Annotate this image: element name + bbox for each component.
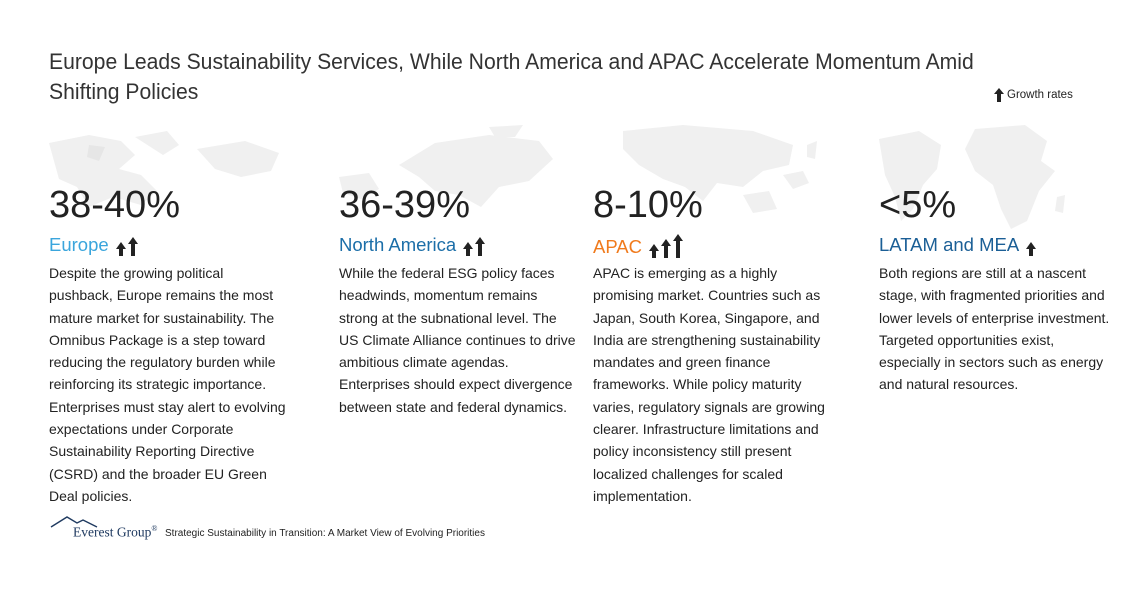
region-percent: 38-40% bbox=[49, 184, 180, 226]
everest-group-logo: Everest Group® bbox=[49, 514, 159, 540]
up-arrow-icon bbox=[463, 242, 474, 256]
up-arrow-icon bbox=[673, 234, 684, 258]
region-name: APAC bbox=[593, 236, 643, 257]
europe-map-icon bbox=[49, 131, 279, 207]
region-column-latam-mea: <5% LATAM and MEA Both regions are still… bbox=[879, 125, 1119, 505]
brand-name: Everest Group bbox=[73, 524, 152, 540]
region-header: North America bbox=[339, 234, 486, 256]
region-description: Despite the growing political pushback, … bbox=[49, 265, 286, 504]
region-description: While the federal ESG policy faces headw… bbox=[339, 265, 576, 415]
region-header: Europe bbox=[49, 234, 138, 256]
up-arrow-icon bbox=[661, 239, 672, 258]
registered-mark: ® bbox=[151, 524, 158, 533]
growth-arrows-icon bbox=[649, 234, 684, 258]
region-header: APAC bbox=[593, 234, 684, 258]
source-citation: Strategic Sustainability in Transition: … bbox=[165, 528, 485, 539]
growth-arrows-icon bbox=[1026, 242, 1037, 256]
growth-arrows-icon bbox=[463, 237, 486, 256]
latam-mea-map-icon bbox=[879, 125, 1065, 229]
up-arrow-icon bbox=[994, 88, 1004, 102]
region-name: LATAM and MEA bbox=[879, 234, 1020, 255]
growth-rates-legend: Growth rates bbox=[994, 88, 1073, 102]
legend-label: Growth rates bbox=[1007, 89, 1073, 101]
region-name: Europe bbox=[49, 234, 109, 255]
up-arrow-icon bbox=[475, 237, 486, 256]
region-description: Both regions are still at a nascent stag… bbox=[879, 265, 1110, 393]
up-arrow-icon bbox=[1026, 242, 1037, 256]
region-name: North America bbox=[339, 234, 457, 255]
apac-map-icon bbox=[623, 125, 817, 213]
region-column-apac: 8-10% APAC APAC is emerging as a highly … bbox=[593, 125, 833, 505]
mountain-icon bbox=[50, 516, 98, 528]
region-column-europe: 38-40% Europe Despite the growing politi… bbox=[49, 125, 289, 505]
up-arrow-icon bbox=[115, 242, 126, 256]
region-percent: 36-39% bbox=[339, 184, 470, 226]
region-percent: <5% bbox=[879, 184, 957, 226]
region-description: APAC is emerging as a highly promising m… bbox=[593, 265, 825, 504]
growth-arrows-icon bbox=[115, 237, 138, 256]
footer: Everest Group® Strategic Sustainability … bbox=[49, 514, 485, 540]
region-header: LATAM and MEA bbox=[879, 234, 1037, 256]
north-america-map-icon bbox=[339, 125, 553, 207]
page-title: Europe Leads Sustainability Services, Wh… bbox=[49, 49, 974, 104]
up-arrow-icon bbox=[649, 244, 660, 258]
up-arrow-icon bbox=[127, 237, 138, 256]
region-percent: 8-10% bbox=[593, 184, 703, 226]
region-column-north-america: 36-39% North America While the federal E… bbox=[339, 125, 579, 505]
